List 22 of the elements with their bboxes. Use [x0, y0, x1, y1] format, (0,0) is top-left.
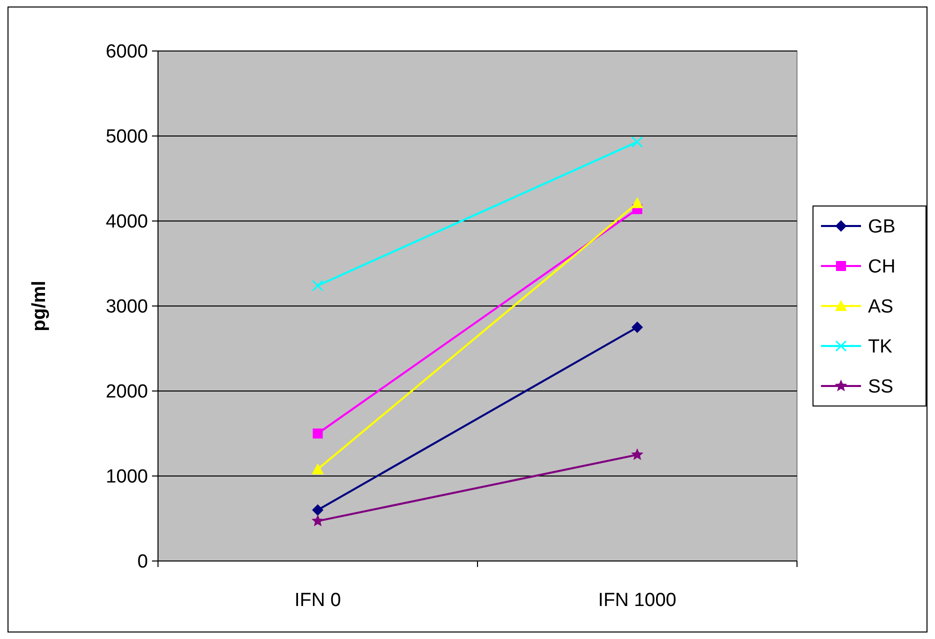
y-tick-label: 3000: [106, 296, 148, 318]
y-tick-label: 6000: [106, 42, 148, 63]
point: [312, 428, 323, 438]
point: [632, 322, 643, 333]
y-tick-label: 2000: [106, 382, 148, 403]
point: [631, 448, 644, 460]
y-tick-label: 5000: [106, 126, 148, 148]
point: [312, 504, 324, 516]
x-tick-label: IFN 0: [294, 590, 341, 611]
legend-label: CH: [868, 256, 896, 278]
y-tick-label: 4000: [106, 212, 148, 233]
y-axis-title: pg/ml: [29, 280, 50, 332]
point: [312, 280, 324, 292]
legend-label: GB: [868, 216, 896, 238]
x-tick-label: IFN 1000: [598, 590, 676, 611]
legend-label: AS: [868, 296, 894, 318]
point: [632, 136, 643, 148]
y-tick-label: 0: [137, 552, 148, 573]
legend-label: SS: [868, 376, 894, 398]
point: [312, 514, 324, 526]
legend-label: TK: [868, 336, 893, 358]
y-tick-label: 1000: [106, 466, 148, 488]
